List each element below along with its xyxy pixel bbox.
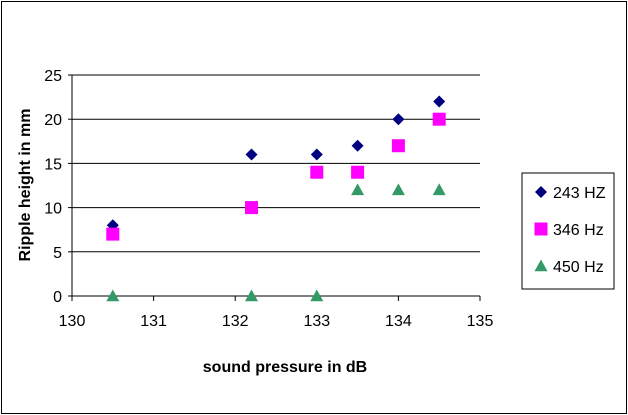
data-point: [106, 289, 120, 302]
data-point: [351, 183, 365, 196]
y-tick-label: 10: [44, 201, 62, 218]
y-tick-label: 5: [53, 245, 62, 262]
x-tick-label: 135: [467, 313, 494, 330]
legend-marker: [535, 186, 547, 198]
x-tick-label: 133: [303, 313, 330, 330]
grid-lines: [72, 74, 480, 253]
axes: 0 5 10 15 20 25 130 131 132 133 134 135: [44, 68, 493, 330]
y-tick-label: 15: [44, 156, 62, 173]
data-points: [106, 95, 446, 302]
legend-label: 450 Hz: [553, 259, 604, 276]
data-point: [391, 139, 405, 153]
data-point: [392, 113, 405, 126]
data-point: [310, 148, 323, 161]
legend-marker: [534, 259, 548, 272]
x-tick-label: 130: [59, 313, 86, 330]
data-point: [310, 165, 324, 179]
y-axis-title: Ripple height in mm: [17, 109, 34, 262]
data-point: [106, 227, 120, 241]
data-point: [391, 183, 405, 196]
x-tick-label: 134: [385, 313, 412, 330]
data-point: [432, 183, 446, 196]
data-point: [351, 139, 364, 152]
data-point: [245, 148, 258, 161]
x-tick-label: 131: [140, 313, 167, 330]
y-tick-label: 0: [53, 289, 62, 306]
legend-label: 346 Hz: [553, 222, 604, 239]
legend-marker: [534, 222, 548, 236]
data-point: [432, 112, 446, 126]
y-tick-label: 25: [44, 68, 62, 85]
data-point: [245, 201, 259, 215]
x-tick-label: 132: [222, 313, 249, 330]
y-tick-label: 20: [44, 112, 62, 129]
data-point: [433, 95, 446, 108]
x-axis-title: sound pressure in dB: [203, 359, 367, 376]
data-point: [310, 289, 324, 302]
legend: 243 HZ 346 Hz 450 Hz: [521, 172, 615, 290]
data-point: [351, 165, 365, 179]
legend-label: 243 HZ: [553, 185, 606, 202]
data-point: [245, 289, 259, 302]
